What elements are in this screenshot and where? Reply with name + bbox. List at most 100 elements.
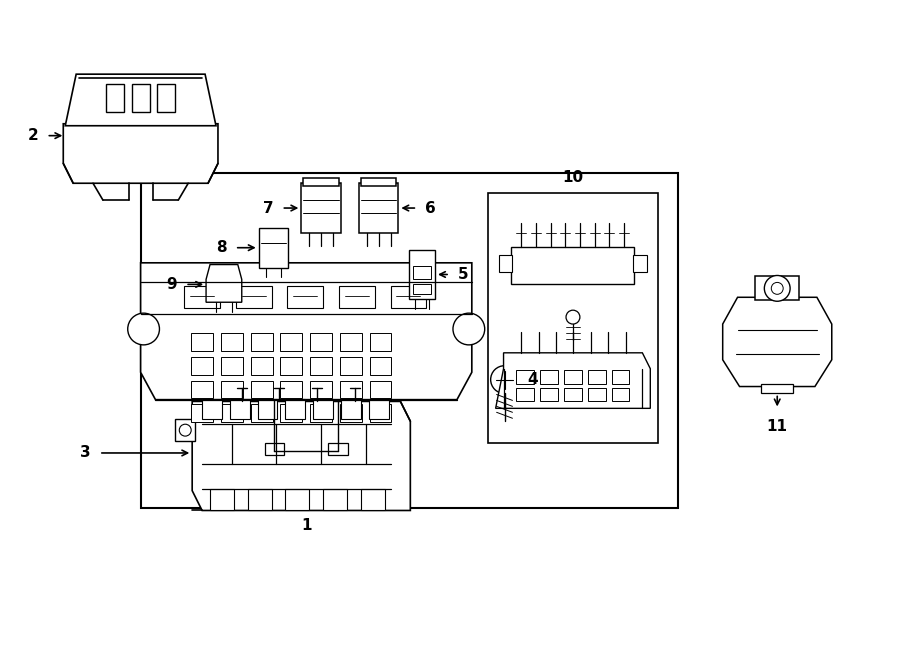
Text: 2: 2 — [28, 128, 39, 143]
Bar — [361, 489, 384, 510]
Bar — [251, 357, 273, 375]
Polygon shape — [723, 297, 832, 387]
Bar — [340, 357, 362, 375]
Bar — [564, 387, 582, 401]
Bar — [202, 399, 222, 419]
Circle shape — [179, 424, 191, 436]
Circle shape — [491, 365, 518, 393]
Bar — [176, 419, 195, 441]
Bar — [340, 381, 362, 399]
Bar — [413, 285, 431, 295]
Polygon shape — [63, 124, 218, 183]
Bar — [220, 357, 243, 375]
Bar — [369, 399, 389, 419]
Bar — [302, 183, 341, 233]
Polygon shape — [193, 401, 410, 510]
Circle shape — [771, 283, 783, 295]
Bar — [340, 404, 362, 422]
Bar — [339, 287, 374, 308]
Text: 4: 4 — [527, 372, 538, 387]
Bar — [191, 381, 213, 399]
Bar — [310, 333, 332, 351]
Bar — [413, 265, 431, 279]
Bar — [323, 489, 346, 510]
Bar — [257, 399, 277, 419]
Bar — [340, 333, 362, 351]
Bar — [540, 387, 558, 401]
Bar — [106, 84, 124, 112]
Bar — [341, 399, 361, 419]
Bar — [281, 333, 302, 351]
Bar — [220, 404, 243, 422]
Circle shape — [566, 310, 580, 324]
Bar — [281, 404, 302, 422]
Bar — [517, 387, 535, 401]
Bar — [517, 369, 535, 383]
Bar — [511, 247, 634, 285]
Bar — [761, 383, 793, 393]
Bar — [370, 381, 392, 399]
Polygon shape — [140, 263, 472, 400]
Bar — [230, 399, 249, 419]
Text: 8: 8 — [216, 240, 227, 256]
Bar — [281, 381, 302, 399]
Text: 1: 1 — [301, 518, 311, 534]
Bar — [313, 399, 333, 419]
Bar — [310, 357, 332, 375]
Bar — [158, 84, 176, 112]
Bar — [210, 489, 234, 510]
Bar — [612, 369, 629, 383]
Bar — [391, 287, 427, 308]
Bar — [634, 255, 647, 273]
Bar — [588, 387, 606, 401]
Text: 6: 6 — [425, 201, 436, 216]
Text: 3: 3 — [80, 446, 91, 461]
Polygon shape — [206, 265, 242, 303]
Bar — [370, 404, 392, 422]
Bar — [310, 404, 332, 422]
Bar — [281, 357, 302, 375]
Bar — [191, 333, 213, 351]
Text: 11: 11 — [767, 419, 788, 434]
Bar — [191, 404, 213, 422]
Bar — [488, 193, 658, 443]
Text: 7: 7 — [263, 201, 274, 216]
Bar — [248, 489, 272, 510]
Bar — [140, 173, 678, 508]
Bar — [755, 277, 799, 301]
Bar — [236, 287, 272, 308]
Bar — [410, 250, 435, 299]
Bar — [370, 357, 392, 375]
Bar — [370, 333, 392, 351]
Bar — [220, 333, 243, 351]
Bar — [184, 287, 220, 308]
Bar — [251, 333, 273, 351]
Bar — [310, 381, 332, 399]
Bar — [499, 255, 512, 273]
Bar — [540, 369, 558, 383]
Polygon shape — [496, 353, 651, 408]
Bar — [361, 178, 397, 186]
Bar — [303, 178, 339, 186]
Bar — [265, 443, 284, 455]
Bar — [612, 387, 629, 401]
Bar — [220, 381, 243, 399]
Bar — [328, 443, 348, 455]
Circle shape — [453, 313, 485, 345]
Bar — [258, 228, 288, 267]
Polygon shape — [66, 74, 216, 126]
Bar — [131, 84, 149, 112]
Circle shape — [764, 275, 790, 301]
Bar — [285, 399, 305, 419]
Circle shape — [128, 313, 159, 345]
Bar — [251, 381, 273, 399]
Bar — [359, 183, 399, 233]
Bar — [191, 357, 213, 375]
Bar — [564, 369, 582, 383]
Bar — [588, 369, 606, 383]
Bar — [251, 404, 273, 422]
Text: 9: 9 — [166, 277, 177, 292]
Bar — [285, 489, 310, 510]
Bar — [287, 287, 323, 308]
Text: 5: 5 — [458, 267, 469, 282]
